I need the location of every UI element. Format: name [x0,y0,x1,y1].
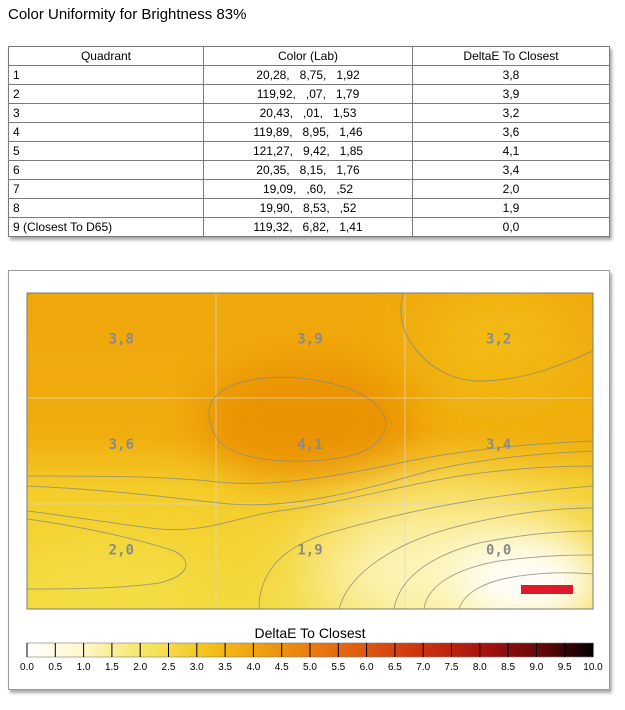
deltae-cell: 2,0 [412,179,610,199]
color-lab-cell: 20,43, ,01, 1,53 [203,103,413,123]
col-header-deltae: DeltaE To Closest [412,46,610,66]
table-row: 4 119,89, 8,95, 1,46 3,6 [8,122,610,142]
legend-tick-label: 9.5 [558,662,572,673]
table-row: 1 20,28, 8,75, 1,92 3,8 [8,65,610,85]
quadrant-cell: 6 [8,160,204,180]
legend-title: DeltaE To Closest [254,625,365,641]
deltae-cell: 0,0 [412,217,610,237]
quadrant-cell: 9 (Closest To D65) [8,217,204,237]
legend-tick-label: 7.5 [445,662,459,673]
page-title: Color Uniformity for Brightness 83% [8,6,247,23]
uniformity-heatmap: 3,8 3,9 3,2 3,6 4,1 3,4 2,0 1,9 0,0 DeltaE To Cl… [20,292,603,673]
color-lab-cell: 119,89, 8,95, 1,46 [203,122,413,142]
quadrant-cell: 3 [8,103,204,123]
quadrant-labels: 3,8 3,9 3,2 3,6 4,1 3,4 2,0 1,9 0,0 [109,332,512,559]
heatmap-plot [27,293,593,609]
col-header-color-lab: Color (Lab) [203,46,413,66]
closest-marker [521,585,573,594]
quadrant-value-label: 3,9 [297,332,322,348]
legend-tick-label: 4.0 [246,662,260,673]
legend-tick-label: 5.0 [303,662,317,673]
plot-border [26,292,594,610]
deltae-cell: 3,2 [412,103,610,123]
color-lab-cell: 19,90, 8,53, ,52 [203,198,413,218]
quadrant-cell: 4 [8,122,204,142]
legend-tick-label: 7.0 [416,662,430,673]
quadrant-cell: 7 [8,179,204,199]
legend-tick-label: 2.0 [133,662,147,673]
quadrant-value-label: 0,0 [486,542,511,558]
legend-tick-label: 6.0 [360,662,374,673]
table-row: 9 (Closest To D65) 119,32, 6,82, 1,41 0,0 [8,217,610,237]
legend-tick-label: 10.0 [583,662,603,673]
color-lab-cell: 121,27, 9,42, 1,85 [203,141,413,161]
quadrant-value-label: 3,8 [109,332,134,348]
legend-tick-label: 4.5 [275,662,289,673]
quadrant-value-label: 1,9 [297,542,322,558]
table-row: 5 121,27, 9,42, 1,85 4,1 [8,141,610,161]
legend-ticks: 0.0 0.5 1.0 1.5 2.0 2.5 3.0 3.5 4.0 4.5 5.0 5.5 6.0 6… [20,643,603,673]
table-row: 3 20,43, ,01, 1,53 3,2 [8,103,610,123]
legend-tick-label: 8.0 [473,662,487,673]
legend-tick-label: 3.5 [218,662,232,673]
color-lab-cell: 19,09, ,60, ,52 [203,179,413,199]
color-lab-cell: 20,28, 8,75, 1,92 [203,65,413,85]
legend-tick-label: 1.0 [77,662,91,673]
legend-tick-label: 8.5 [501,662,515,673]
quadrant-value-label: 2,0 [109,542,134,558]
legend-tick-label: 6.5 [388,662,402,673]
legend-tick-label: 2.5 [162,662,176,673]
deltae-cell: 1,9 [412,198,610,218]
quadrant-value-label: 3,4 [486,437,511,453]
uniformity-chart: 3,8 3,9 3,2 3,6 4,1 3,4 2,0 1,9 0,0 DeltaE To Cl… [8,270,610,690]
table-header-row: Quadrant Color (Lab) DeltaE To Closest [8,46,610,66]
deltae-cell: 3,4 [412,160,610,180]
table-row: 8 19,90, 8,53, ,52 1,9 [8,198,610,218]
quadrant-value-label: 4,1 [297,437,322,453]
table-body: 1 20,28, 8,75, 1,92 3,8 2 119,92, ,07, 1,79 3… [8,65,610,237]
col-header-quadrant: Quadrant [8,46,204,66]
legend-tick-label: 9.0 [529,662,543,673]
color-lab-cell: 20,35, 8,15, 1,76 [203,160,413,180]
legend-tick-label: 0.5 [48,662,62,673]
deltae-cell: 3,8 [412,65,610,85]
legend-tick-label: 0.0 [20,662,34,673]
quadrant-value-label: 3,2 [486,332,511,348]
table-row: 7 19,09, ,60, ,52 2,0 [8,179,610,199]
table-row: 2 119,92, ,07, 1,79 3,9 [8,84,610,104]
uniformity-table: Quadrant Color (Lab) DeltaE To Closest 1… [8,46,610,237]
quadrant-cell: 8 [8,198,204,218]
legend-tick-label: 3.0 [190,662,204,673]
deltae-cell: 3,6 [412,122,610,142]
table-row: 6 20,35, 8,15, 1,76 3,4 [8,160,610,180]
quadrant-cell: 5 [8,141,204,161]
deltae-cell: 4,1 [412,141,610,161]
color-lab-cell: 119,92, ,07, 1,79 [203,84,413,104]
deltae-cell: 3,9 [412,84,610,104]
quadrant-cell: 2 [8,84,204,104]
legend-tick-label: 1.5 [105,662,119,673]
color-lab-cell: 119,32, 6,82, 1,41 [203,217,413,237]
legend-tick-label: 5.5 [331,662,345,673]
quadrant-value-label: 3,6 [109,437,134,453]
quadrant-cell: 1 [8,65,204,85]
